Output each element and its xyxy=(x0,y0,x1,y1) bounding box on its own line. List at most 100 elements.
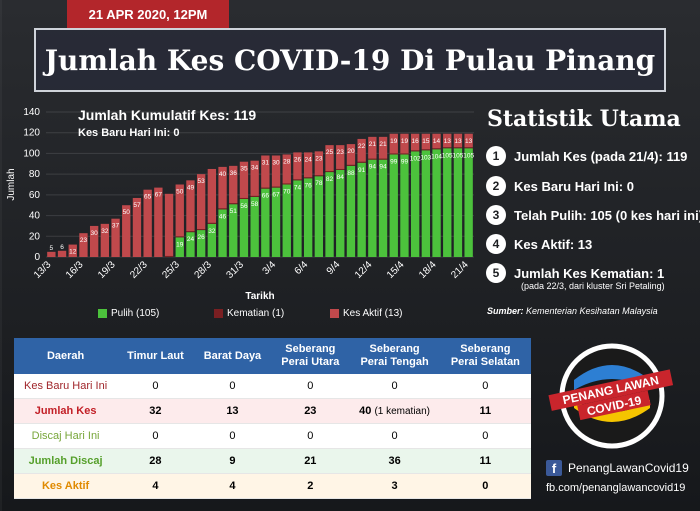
bar-recovered xyxy=(410,151,420,257)
bar-label-active: 32 xyxy=(101,228,109,235)
table-cell: 0 xyxy=(439,423,531,449)
bar-label-active: 65 xyxy=(144,194,152,201)
bar-label-active: 30 xyxy=(91,230,99,237)
bar-label-active: 37 xyxy=(112,223,120,230)
bar-active xyxy=(432,133,441,149)
bar-label-active: 28 xyxy=(283,158,291,165)
table-cell: 0 xyxy=(439,473,531,499)
title-bar: Jumlah Kes COVID-19 Di Pulau Pinang xyxy=(34,28,666,92)
bar-active xyxy=(89,225,99,257)
bar-recovered xyxy=(282,184,291,257)
bar-recovered xyxy=(421,150,431,257)
x-axis-label: Tarikh xyxy=(245,291,274,302)
bar-active xyxy=(314,151,324,176)
bar-active xyxy=(218,166,227,209)
bar-deaths xyxy=(346,164,356,166)
bar-label-recovered: 66 xyxy=(262,193,270,200)
y-tick-label: 140 xyxy=(23,107,40,118)
bar-recovered xyxy=(207,223,217,257)
bar-active xyxy=(389,133,398,154)
bar-deaths xyxy=(357,161,366,163)
bar-label-active: 19 xyxy=(401,138,409,145)
bar-active xyxy=(261,155,270,188)
bar-label-active: 50 xyxy=(123,209,131,216)
table-cell: 9 xyxy=(193,448,272,474)
source-label: Sumber: xyxy=(487,306,524,316)
bar-active xyxy=(303,152,313,178)
bar-label-active: 67 xyxy=(155,192,163,199)
table-cell: 3 xyxy=(349,473,440,499)
bar-label-recovered: 84 xyxy=(337,174,345,181)
bar-active xyxy=(229,165,238,204)
bar-label-recovered: 99 xyxy=(401,158,409,165)
x-tick-label: 18/4 xyxy=(417,259,439,281)
bar-deaths xyxy=(229,203,238,205)
facebook-page-name[interactable]: PenangLawanCovid19 xyxy=(568,461,689,475)
y-tick-label: 40 xyxy=(29,211,41,222)
bar-label-active: 22 xyxy=(358,143,366,150)
legend-label-deaths: Kematian (1) xyxy=(227,308,285,319)
bar-label-active: 35 xyxy=(240,166,248,173)
bar-recovered xyxy=(325,172,334,257)
legend-label-active: Kes Aktif (13) xyxy=(343,308,403,319)
bar-label-recovered: 105 xyxy=(442,152,453,159)
x-tick-label: 16/3 xyxy=(64,259,86,281)
bar-label-active: 50 xyxy=(176,189,184,196)
row-label: Kes Baru Hari Ini xyxy=(14,374,118,399)
bar-active xyxy=(368,136,377,159)
bar-label-active: 23 xyxy=(315,155,323,162)
penang-lawan-logo: PENANG LAWAN COVID-19 xyxy=(548,343,674,449)
date-tab: 21 APR 2020, 12PM xyxy=(67,0,229,28)
table-cell: 36 xyxy=(349,448,440,474)
bar-deaths xyxy=(432,148,441,150)
table-cell: 11 xyxy=(439,398,531,424)
legend-label-recovered: Pulih (105) xyxy=(111,308,160,319)
bar-recovered xyxy=(400,154,409,257)
bar-label-recovered: 56 xyxy=(240,203,248,210)
death-note: (pada 22/3, dari kluster Sri Petaling) xyxy=(521,281,665,291)
bar-deaths xyxy=(261,187,270,189)
x-tick-label: 28/3 xyxy=(192,259,214,281)
stat-text-recovered: Telah Pulih: 105 (0 kes hari ini) xyxy=(514,207,700,223)
legend-deaths: Kematian (1) xyxy=(214,308,284,319)
bar-label-active: 23 xyxy=(80,237,88,244)
bar-label-recovered: 19 xyxy=(176,241,184,248)
bar-deaths xyxy=(443,147,452,149)
bar-label-active: 20 xyxy=(347,148,355,155)
bar-deaths xyxy=(368,158,377,160)
legend-swatch-active xyxy=(330,309,339,318)
facebook-url[interactable]: fb.com/penanglawancovid19 xyxy=(546,482,686,494)
chart-inset-title: Jumlah Kumulatif Kes: 119 xyxy=(78,107,256,123)
table-cell: 0 xyxy=(349,423,440,449)
table-row: Kes Aktif 4 4 2 3 0 xyxy=(14,473,531,499)
table-row: Discaj Hari Ini 0 0 0 0 0 xyxy=(14,423,531,449)
stat-item-active: 4 Kes Aktif: 13 xyxy=(486,234,592,254)
stat-item-recovered: 3 Telah Pulih: 105 (0 kes hari ini) xyxy=(486,205,700,225)
table-cell: 4 xyxy=(117,473,194,499)
bar-label-recovered: 74 xyxy=(294,184,302,191)
table-row: Jumlah Discaj 28 9 21 36 11 xyxy=(14,448,531,474)
bar-active xyxy=(111,218,120,257)
bar-active xyxy=(239,161,249,198)
bar-deaths xyxy=(303,177,313,179)
table-cell: 0 xyxy=(271,423,350,449)
bar-recovered xyxy=(303,178,313,257)
stat-text-new: Kes Baru Hari Ini: 0 xyxy=(514,178,634,194)
header-timur-laut: Timur Laut xyxy=(117,338,194,374)
y-axis-label: Jumlah xyxy=(6,168,17,200)
row-label: Discaj Hari Ini xyxy=(14,423,118,449)
bar-label-active: 30 xyxy=(272,160,280,167)
bar-label-recovered: 91 xyxy=(358,167,366,174)
bar-label-recovered: 67 xyxy=(272,192,280,199)
bar-recovered xyxy=(432,149,441,257)
bar-active xyxy=(453,133,463,148)
bar-recovered xyxy=(368,159,377,257)
table-cell: 0 xyxy=(193,374,272,399)
bar-label-recovered: 105 xyxy=(453,152,464,159)
y-tick-label: 100 xyxy=(23,148,40,159)
table-row: Jumlah Kes 32 13 23 40 (1 kematian) 11 xyxy=(14,398,531,424)
bar-deaths xyxy=(271,186,281,188)
bar-label-recovered: 58 xyxy=(251,201,259,208)
header-barat-daya: Barat Daya xyxy=(193,338,272,374)
row-label: Jumlah Kes xyxy=(14,398,118,424)
